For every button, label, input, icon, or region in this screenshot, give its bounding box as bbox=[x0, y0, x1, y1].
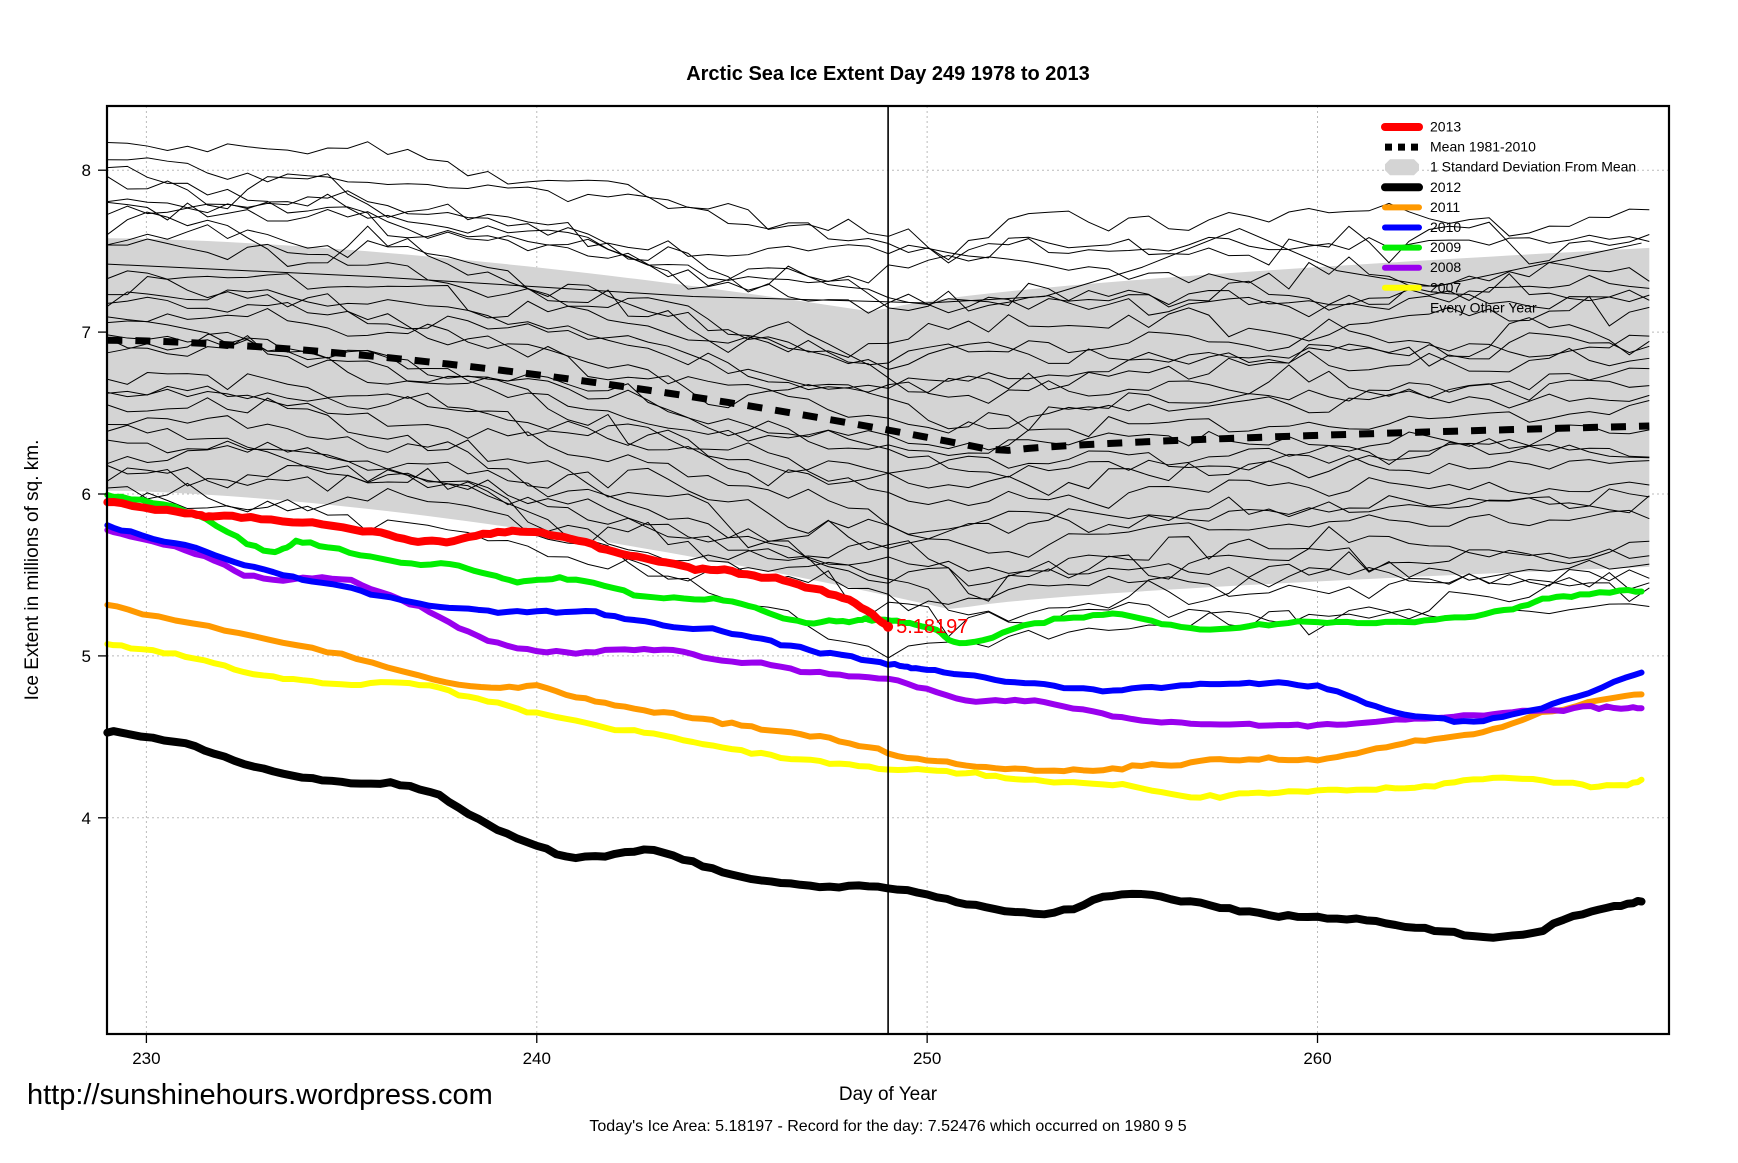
svg-text:2013: 2013 bbox=[1430, 119, 1461, 135]
svg-text:250: 250 bbox=[913, 1049, 941, 1068]
svg-text:6: 6 bbox=[82, 485, 91, 504]
svg-text:Ice Extent in millions of sq.: Ice Extent in millions of sq. km. bbox=[22, 440, 43, 701]
svg-text:Day of Year: Day of Year bbox=[839, 1084, 938, 1105]
svg-text:260: 260 bbox=[1303, 1049, 1331, 1068]
svg-text:2011: 2011 bbox=[1430, 199, 1460, 215]
svg-text:5.18197: 5.18197 bbox=[896, 616, 968, 638]
svg-text:Every Other Year: Every Other Year bbox=[1430, 299, 1537, 315]
svg-text:http://sunshinehours.wordpress: http://sunshinehours.wordpress.com bbox=[27, 1079, 493, 1111]
svg-text:2007: 2007 bbox=[1430, 279, 1461, 295]
svg-text:1 Standard Deviation From Mean: 1 Standard Deviation From Mean bbox=[1430, 159, 1636, 175]
svg-text:Today's Ice Area: 5.18197 - R: Today's Ice Area: 5.18197 - Record for t… bbox=[589, 1118, 1186, 1135]
svg-text:240: 240 bbox=[523, 1049, 551, 1068]
svg-text:2012: 2012 bbox=[1430, 179, 1461, 195]
svg-text:Arctic Sea Ice Extent Day 249: Arctic Sea Ice Extent Day 249 1978 to 20… bbox=[686, 63, 1090, 85]
svg-text:230: 230 bbox=[132, 1049, 160, 1068]
svg-text:2010: 2010 bbox=[1430, 219, 1461, 235]
svg-text:7: 7 bbox=[82, 323, 91, 342]
svg-text:2008: 2008 bbox=[1430, 259, 1461, 275]
svg-text:8: 8 bbox=[82, 161, 91, 180]
svg-text:5: 5 bbox=[82, 647, 91, 666]
svg-text:4: 4 bbox=[82, 809, 91, 828]
svg-text:2009: 2009 bbox=[1430, 239, 1461, 255]
svg-text:Mean 1981-2010: Mean 1981-2010 bbox=[1430, 139, 1536, 155]
